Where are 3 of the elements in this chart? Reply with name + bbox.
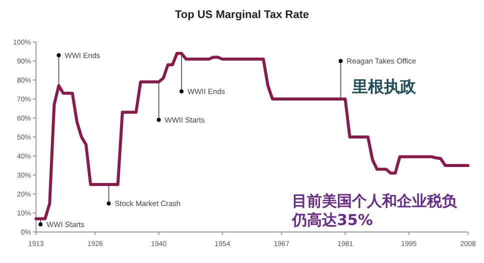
annotation: 里根执政 (351, 77, 417, 96)
annotation: 目前美国个人和企业税负仍高达35% (291, 192, 458, 229)
chart-title: Top US Marginal Tax Rate (174, 9, 310, 21)
